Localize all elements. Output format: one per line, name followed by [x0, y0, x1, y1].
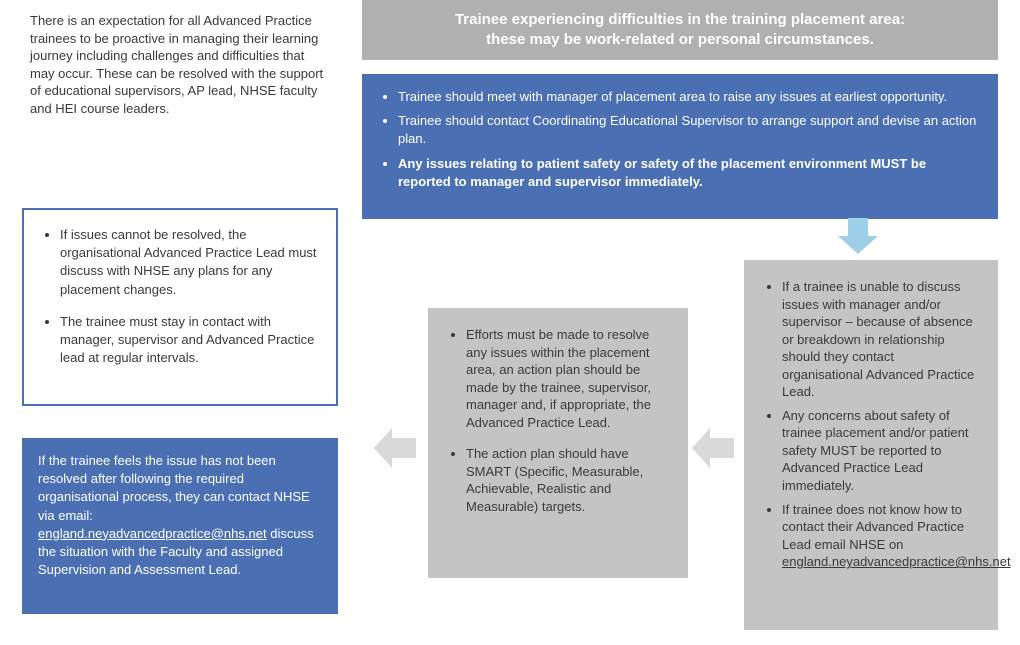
step2-email-link[interactable]: england.neyadvancedpractice@nhs.net: [782, 554, 1011, 569]
final-email-link[interactable]: england.neyadvancedpractice@nhs.net: [38, 526, 267, 541]
intro-paragraph: There is an expectation for all Advanced…: [30, 12, 330, 117]
step3-item: The action plan should have SMART (Speci…: [466, 445, 668, 515]
step3-box: Efforts must be made to resolve any issu…: [428, 308, 688, 578]
step3-list: Efforts must be made to resolve any issu…: [448, 326, 668, 515]
step2-item: Any concerns about safety of trainee pla…: [782, 407, 978, 495]
step1-item: Any issues relating to patient safety or…: [398, 155, 980, 191]
header-banner: Trainee experiencing difficulties in the…: [362, 0, 998, 60]
final-text-before: If the trainee feels the issue has not b…: [38, 453, 310, 523]
step1-list: Trainee should meet with manager of plac…: [380, 88, 980, 191]
step1-item: Trainee should contact Coordinating Educ…: [398, 112, 980, 148]
final-box: If the trainee feels the issue has not b…: [22, 438, 338, 614]
step3-item: Efforts must be made to resolve any issu…: [466, 326, 668, 431]
step2-item: If a trainee is unable to discuss issues…: [782, 278, 978, 401]
step4-box: If issues cannot be resolved, the organi…: [22, 208, 338, 406]
header-line2: these may be work-related or personal ci…: [382, 30, 978, 50]
step4-list: If issues cannot be resolved, the organi…: [42, 226, 318, 367]
step1-box: Trainee should meet with manager of plac…: [362, 74, 998, 219]
step2-list: If a trainee is unable to discuss issues…: [764, 278, 978, 571]
step2-box: If a trainee is unable to discuss issues…: [744, 260, 998, 630]
step4-item: The trainee must stay in contact with ma…: [60, 313, 318, 368]
step1-item: Trainee should meet with manager of plac…: [398, 88, 980, 106]
step4-item: If issues cannot be resolved, the organi…: [60, 226, 318, 299]
step2-item: If trainee does not know how to contact …: [782, 501, 978, 571]
header-line1: Trainee experiencing difficulties in the…: [382, 10, 978, 30]
